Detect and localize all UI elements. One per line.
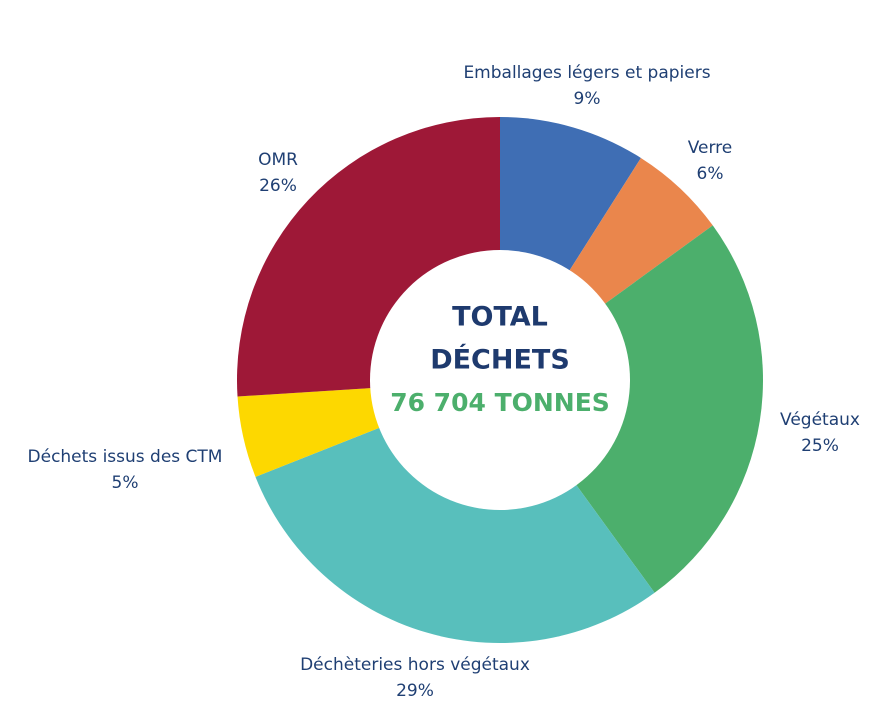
value-label: 26% xyxy=(259,176,297,196)
slice-label: Végétaux xyxy=(780,410,860,430)
center-total: 76 704 TONNES xyxy=(390,388,610,417)
slice-label: Verre xyxy=(688,138,733,158)
value-label: 9% xyxy=(574,89,601,109)
slice-label: Emballages légers et papiers xyxy=(463,63,710,83)
slice xyxy=(255,380,655,643)
slice-label: Déchèteries hors végétaux xyxy=(300,655,530,675)
slice xyxy=(500,225,763,593)
value-label: 6% xyxy=(697,164,724,184)
slice-label: Déchets issus des CTM xyxy=(28,447,223,467)
value-label: 5% xyxy=(112,473,139,493)
value-label: 29% xyxy=(396,681,434,701)
donut-hole xyxy=(370,250,630,510)
slice-label: OMR xyxy=(258,150,298,170)
center-title: DÉCHETS xyxy=(430,344,570,376)
center-title: TOTAL xyxy=(452,302,548,333)
value-label: 25% xyxy=(801,436,839,456)
